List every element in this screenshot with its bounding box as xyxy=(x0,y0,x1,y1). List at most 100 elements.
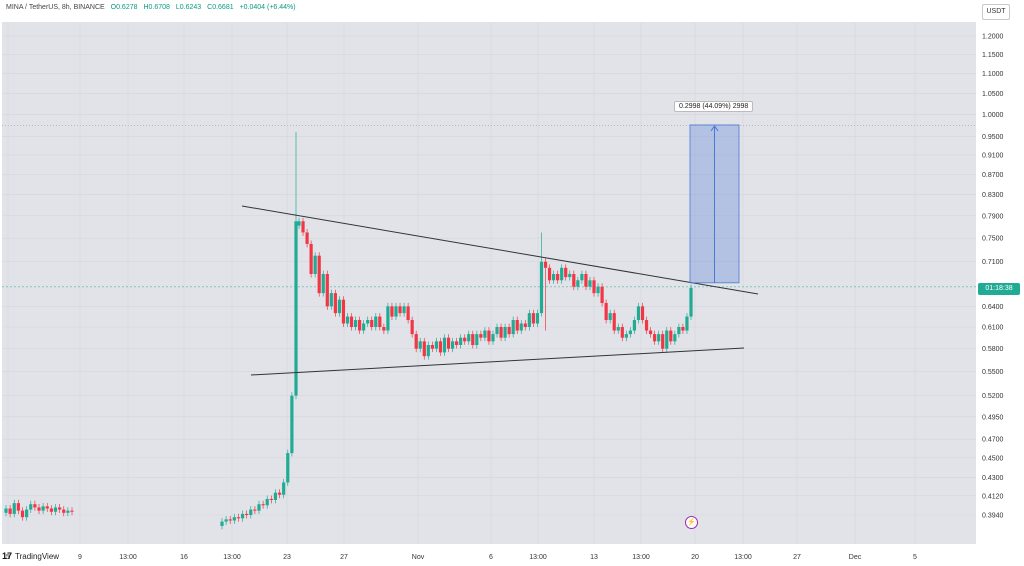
candle-body xyxy=(568,274,572,278)
candle-body xyxy=(459,337,463,346)
candle-body xyxy=(265,498,269,506)
candle xyxy=(580,270,584,284)
price-tick-label: 1.1000 xyxy=(982,71,1004,78)
time-tick-label: 23 xyxy=(283,554,291,561)
candle-body xyxy=(624,334,628,338)
time-tick-label: 13:00 xyxy=(632,554,650,561)
candle-body xyxy=(410,320,414,335)
candle-body xyxy=(220,521,224,526)
candle xyxy=(685,313,689,334)
candle xyxy=(584,270,588,291)
candle xyxy=(353,316,358,331)
candle-body xyxy=(519,323,523,331)
candle xyxy=(547,264,552,284)
measure-label: 0.2998 (44.09%) 2998 xyxy=(674,101,754,112)
candle xyxy=(495,323,499,338)
candle xyxy=(390,302,394,321)
candle-body xyxy=(661,334,665,349)
candle xyxy=(612,309,616,334)
candle xyxy=(503,323,507,342)
candle xyxy=(249,506,253,519)
candle xyxy=(483,327,487,342)
price-tick-label: 1.2000 xyxy=(982,34,1004,41)
candle xyxy=(398,302,402,317)
candle-body xyxy=(273,492,278,500)
candle xyxy=(588,276,592,291)
candle-body xyxy=(430,345,434,349)
candle xyxy=(253,506,257,515)
tv-mark-icon: 17 xyxy=(2,551,13,561)
candle xyxy=(37,503,41,515)
candle-body xyxy=(228,519,232,521)
candle-body xyxy=(551,274,556,281)
candle xyxy=(434,337,439,353)
price-tick-label: 0.9100 xyxy=(982,152,1004,159)
candle xyxy=(58,503,62,514)
candle-body xyxy=(673,334,677,342)
high-value: H0.6708 xyxy=(143,4,170,11)
candle-body xyxy=(53,507,58,512)
plot-background xyxy=(2,22,976,544)
candle-body xyxy=(640,306,645,321)
candle-body xyxy=(426,345,430,357)
time-tick-label: Nov xyxy=(412,554,425,561)
candle xyxy=(426,341,430,360)
candle-body xyxy=(406,306,410,321)
candle-body xyxy=(232,517,236,521)
candle-body xyxy=(261,504,265,506)
time-tick-label: 27 xyxy=(793,554,801,561)
candle-body xyxy=(479,334,483,338)
price-tick-label: 0.8700 xyxy=(982,172,1004,179)
candle-body xyxy=(20,510,25,518)
candle-body xyxy=(539,261,544,314)
candle-body xyxy=(515,320,519,331)
candle xyxy=(232,513,236,524)
candle xyxy=(475,330,479,349)
candle-body xyxy=(70,510,74,512)
candle-body xyxy=(257,504,261,511)
candle-body xyxy=(616,327,620,331)
candle-body xyxy=(499,327,503,338)
tradingview-logo[interactable]: 17 TradingView xyxy=(2,551,59,561)
candle xyxy=(329,289,333,310)
candle-body xyxy=(25,509,29,518)
candle xyxy=(374,313,378,331)
candle xyxy=(648,327,653,338)
candle xyxy=(53,503,58,516)
candle xyxy=(224,515,228,526)
candle-body xyxy=(648,330,653,335)
lightning-icon[interactable]: ⚡ xyxy=(685,516,698,529)
price-tick-label: 0.6100 xyxy=(982,325,1004,332)
candle-body xyxy=(309,243,313,275)
candle-body xyxy=(531,313,535,324)
candle-body xyxy=(301,221,305,233)
candle-body xyxy=(669,330,673,342)
candle xyxy=(556,270,560,284)
measure-arrow-head xyxy=(710,125,719,132)
candle xyxy=(673,330,677,345)
candle xyxy=(414,330,418,353)
upper-trendline xyxy=(241,205,759,295)
candle-body xyxy=(333,293,337,314)
currency-button[interactable]: USDT xyxy=(982,4,1010,20)
candle xyxy=(394,302,398,321)
candle xyxy=(386,302,390,334)
candle-body xyxy=(294,221,298,396)
candle-body xyxy=(572,274,576,287)
candle xyxy=(491,330,495,345)
low-value: L0.6243 xyxy=(175,4,202,11)
price-tick-label: 0.8300 xyxy=(982,192,1004,199)
candle xyxy=(378,313,382,331)
candle-body xyxy=(689,287,693,317)
candle xyxy=(313,252,317,278)
candle-body xyxy=(543,261,548,268)
candle xyxy=(265,495,269,509)
price-tick-label: 0.4950 xyxy=(982,414,1004,421)
symbol-label[interactable]: MINA / TetherUS, 8h, BINANCE xyxy=(6,4,105,11)
symbol-legend: MINA / TetherUS, 8h, BINANCE O0.6278 H0.… xyxy=(6,4,300,11)
candle xyxy=(236,513,241,522)
candle xyxy=(669,327,673,345)
candle-body xyxy=(353,320,358,328)
